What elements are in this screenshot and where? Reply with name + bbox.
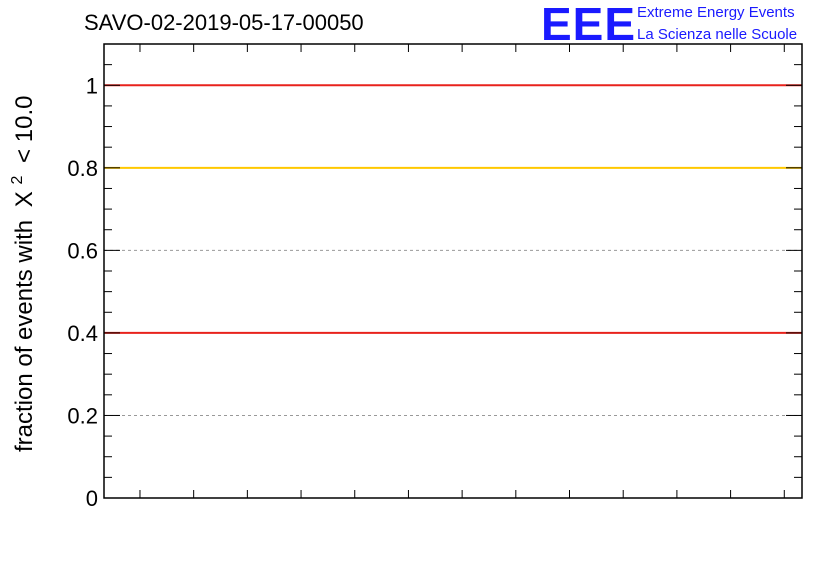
y-tick-label: 0.2 (67, 403, 98, 428)
y-axis-label-chi: X (11, 191, 38, 207)
chart-title: SAVO-02-2019-05-17-00050 (84, 10, 364, 35)
logo-line-2: La Scienza nelle Scuole (637, 26, 797, 43)
y-tick-label: 0.4 (67, 321, 98, 346)
y-tick-label: 0.6 (67, 238, 98, 263)
y-axis-label-exponent: 2 (9, 176, 26, 185)
y-axis-label-threshold: < 10.0 (11, 96, 38, 163)
y-axis-label-text: fraction of events with (11, 220, 38, 452)
grid-lines (104, 84, 802, 416)
y-axis-label: fraction of events with X 2 < 10.0 (1, 96, 38, 452)
eee-logo: EEE Extreme Energy Events La Scienza nel… (541, 0, 797, 50)
y-tick-label: 0 (86, 486, 98, 511)
logo-eee-text: EEE (541, 0, 636, 50)
y-tick-label: 0.8 (67, 156, 98, 181)
logo-line-1: Extreme Energy Events (637, 4, 795, 21)
plot-frame (103, 43, 803, 499)
axes: 00.20.40.60.8117/05/1909:35:0017/05/1909… (67, 43, 802, 511)
y-tick-label: 1 (86, 73, 98, 98)
reference-lines (104, 84, 802, 334)
